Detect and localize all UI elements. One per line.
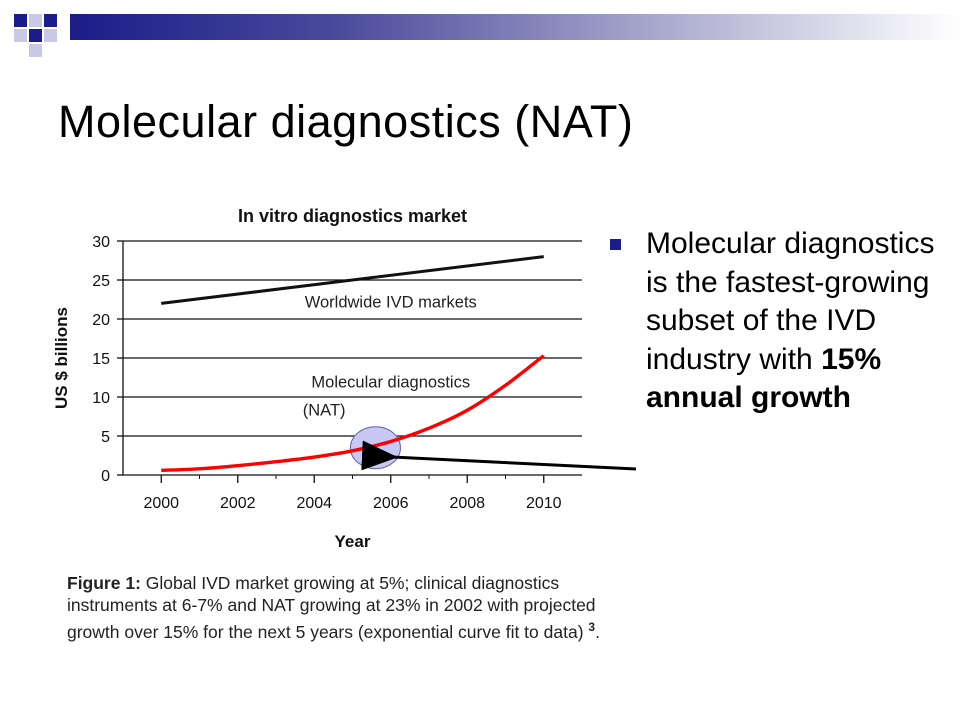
series-annotation: Molecular diagnostics xyxy=(311,374,470,392)
x-tick-label: 2004 xyxy=(296,495,332,512)
deco-square xyxy=(29,44,42,57)
y-tick-label: 20 xyxy=(92,312,110,329)
figure-caption-superscript: 3 xyxy=(588,620,596,634)
x-tick-label: 2006 xyxy=(373,495,409,512)
x-tick-label: 2000 xyxy=(143,495,179,512)
figure-caption-label: Figure 1: xyxy=(67,573,141,593)
deco-square xyxy=(44,29,57,42)
figure-caption-end: . xyxy=(595,621,600,642)
bullet-text-regular: Molecular diagnostics is the fastest-gro… xyxy=(646,227,935,376)
deco-square xyxy=(14,14,27,27)
bullet-text-bold: 15% annual growth xyxy=(646,342,882,415)
figure: In vitro diagnostics market 0 5 10 15 20 25 30 2… xyxy=(55,195,615,670)
bullet-square-icon xyxy=(610,239,621,250)
y-tick-label: 0 xyxy=(101,468,110,485)
deco-square xyxy=(44,14,57,27)
highlight-circle xyxy=(349,426,401,470)
series-annotation: Worldwide IVD markets xyxy=(305,293,477,311)
y-tick-label: 30 xyxy=(92,234,110,251)
y-tick-label: 5 xyxy=(101,429,110,446)
x-tick-label: 2002 xyxy=(220,495,256,512)
series-line-worldwide xyxy=(161,255,544,305)
x-tick-label: 2008 xyxy=(449,495,485,512)
x-tick-label: 2010 xyxy=(526,495,562,512)
y-axis-label: US $ billions xyxy=(55,307,71,409)
series-annotation-line2: (NAT) xyxy=(303,402,346,420)
bullet-text: Molecular diagnostics is the fastest-gro… xyxy=(646,225,946,418)
y-tick-label: 25 xyxy=(92,273,110,290)
deco-square xyxy=(29,14,42,27)
y-tick-label: 10 xyxy=(92,390,110,407)
chart-title: In vitro diagnostics market xyxy=(238,206,467,226)
slide-title: Molecular diagnostics (NAT) xyxy=(58,96,634,147)
figure-caption: Figure 1: Global IVD market growing at 5… xyxy=(67,572,607,643)
figure-caption-text: Global IVD market growing at 5%; clinica… xyxy=(67,573,596,642)
x-axis-label: Year xyxy=(335,532,371,551)
chart: In vitro diagnostics market 0 5 10 15 20 25 30 2… xyxy=(55,206,582,551)
header-gradient-bar xyxy=(70,14,960,40)
series-line-molecular xyxy=(161,354,545,473)
y-tick-label: 15 xyxy=(92,351,110,368)
deco-square xyxy=(29,29,42,42)
deco-square xyxy=(14,29,27,42)
